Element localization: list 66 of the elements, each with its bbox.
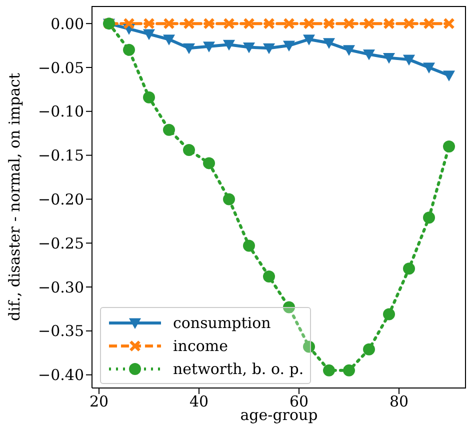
point — [263, 43, 275, 54]
point — [383, 308, 395, 320]
legend-label: consumption — [173, 314, 271, 332]
point — [424, 18, 434, 29]
point — [444, 18, 454, 29]
legend-label: income — [173, 336, 228, 354]
point — [363, 343, 375, 356]
y-tick-label: −0.20 — [38, 190, 84, 209]
y-tick-label: −0.35 — [38, 322, 84, 340]
point — [344, 18, 354, 29]
x-tick-label: 80 — [389, 392, 409, 411]
point — [144, 18, 154, 29]
point — [243, 240, 255, 252]
point — [323, 364, 335, 376]
point — [284, 18, 294, 29]
y-tick-label: −0.40 — [38, 366, 84, 384]
point — [163, 124, 175, 136]
point — [244, 18, 254, 29]
point — [263, 270, 275, 282]
point — [323, 38, 335, 49]
point — [324, 18, 334, 29]
point — [303, 34, 315, 46]
point — [364, 18, 374, 29]
point — [223, 193, 235, 206]
point — [384, 18, 394, 29]
legend-label: networth, b. o. p. — [173, 360, 304, 378]
point — [343, 45, 355, 56]
point — [264, 18, 274, 29]
point — [383, 53, 395, 64]
point — [163, 34, 175, 46]
point — [224, 18, 234, 29]
point — [143, 91, 155, 104]
y-tick-label: −0.15 — [38, 146, 84, 165]
point — [183, 43, 195, 54]
y-tick-label: −0.25 — [38, 234, 84, 252]
point — [304, 18, 314, 29]
point — [404, 18, 414, 29]
point — [203, 157, 215, 170]
point — [303, 340, 315, 353]
point — [403, 262, 415, 275]
y-tick-label: 0.00 — [50, 14, 84, 33]
point — [443, 140, 455, 153]
point — [223, 40, 235, 51]
y-tick-label: −0.30 — [38, 278, 84, 296]
point — [204, 18, 214, 29]
x-tick-label: 20 — [89, 392, 109, 411]
y-tick-label: −0.10 — [38, 102, 84, 121]
point — [123, 44, 135, 56]
x-tick-label: 40 — [189, 392, 209, 411]
point — [283, 301, 295, 314]
point — [164, 18, 174, 29]
point — [343, 364, 355, 376]
point — [423, 62, 435, 74]
point — [243, 42, 255, 54]
point — [183, 144, 195, 156]
point — [443, 70, 455, 82]
point — [283, 40, 295, 52]
point — [143, 29, 155, 40]
y-axis-title: dif., disaster - normal, on impact — [5, 73, 24, 321]
point — [363, 50, 375, 60]
point — [203, 42, 215, 52]
point — [124, 18, 134, 29]
point — [403, 54, 415, 66]
point — [184, 18, 194, 29]
point — [423, 212, 435, 224]
y-tick-label: −0.05 — [38, 58, 84, 77]
